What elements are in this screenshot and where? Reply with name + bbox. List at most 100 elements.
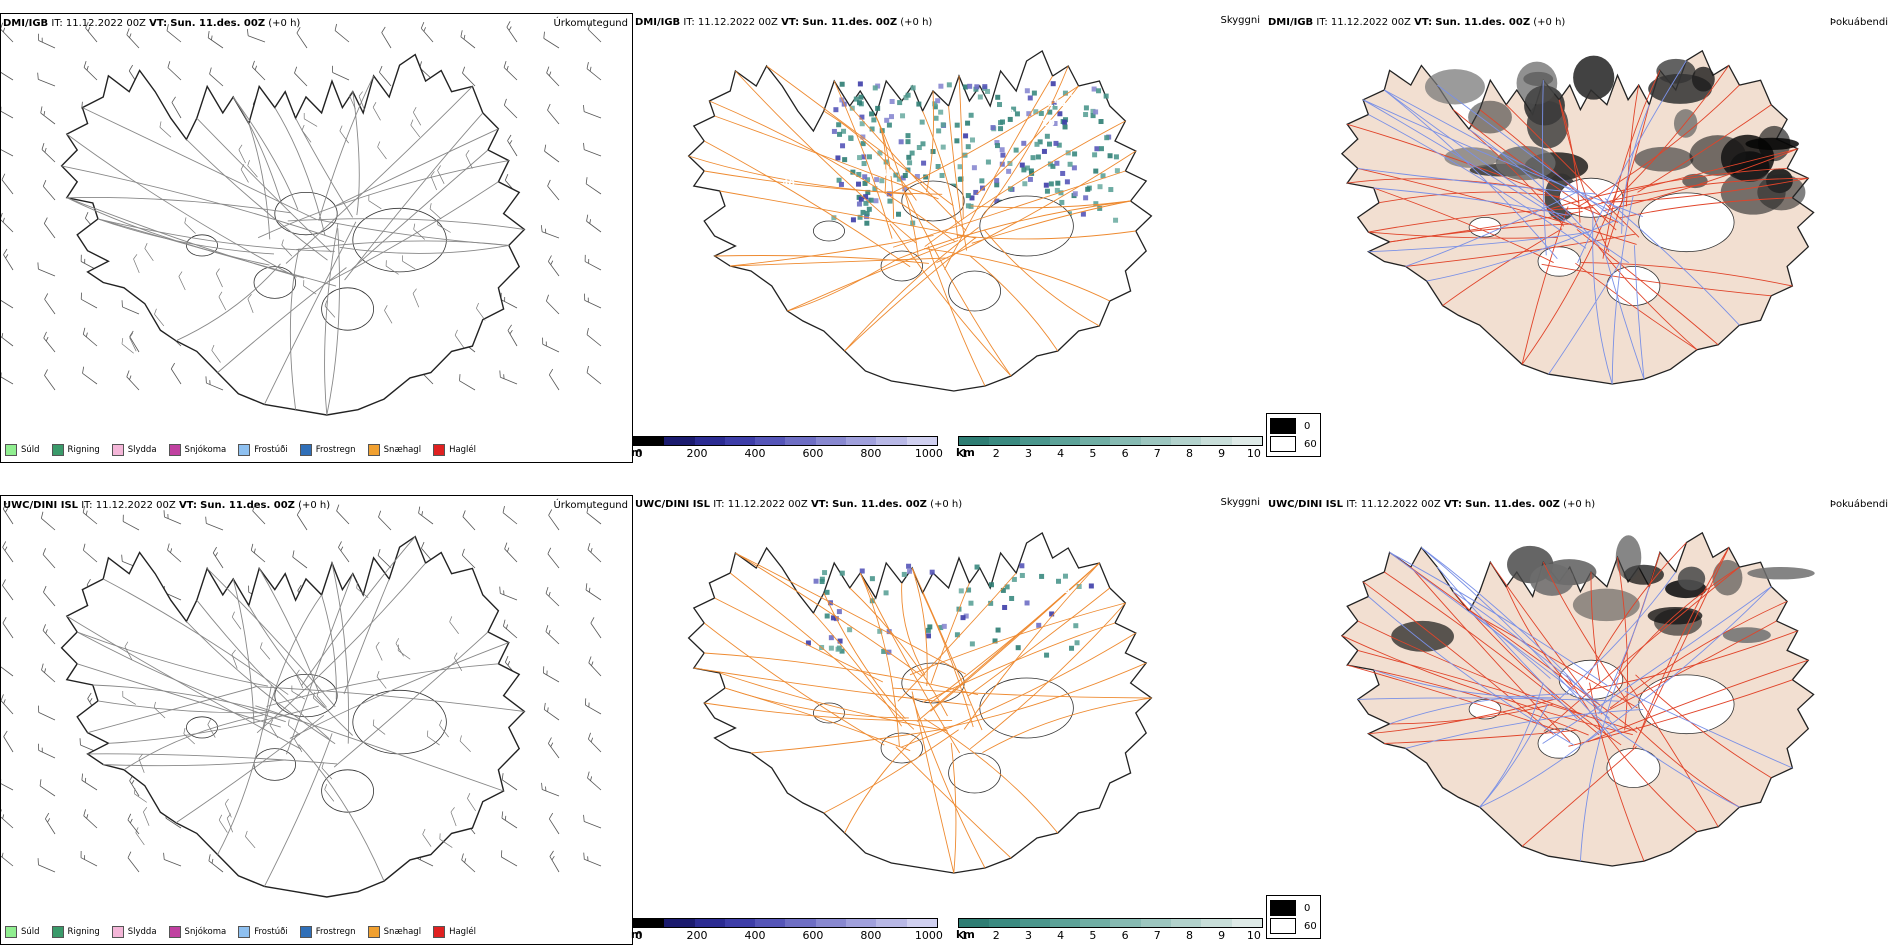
road-line <box>911 567 928 686</box>
wind-barb <box>584 698 602 715</box>
visibility-cell <box>831 128 837 134</box>
road-line <box>924 120 1126 247</box>
colorbar-segment <box>989 437 1020 445</box>
wind-barb <box>548 509 560 531</box>
road-line <box>1613 566 1740 684</box>
colorbar-segment <box>906 919 937 927</box>
wind-barb <box>546 66 560 87</box>
visibility-cell <box>858 94 864 100</box>
road-line <box>324 223 339 416</box>
glacier-outline <box>185 716 218 739</box>
visibility-cell <box>819 579 825 585</box>
wind-barb <box>503 60 518 81</box>
road-line <box>92 684 306 724</box>
wind-barb <box>44 293 56 315</box>
visibility-cell <box>847 627 853 633</box>
wind-barb <box>418 506 434 525</box>
visibility-cell <box>828 635 834 641</box>
colorbar-tick-label: 600 <box>802 929 824 942</box>
colorbar-segment <box>724 919 756 927</box>
wind-barb <box>167 543 182 563</box>
visibility-cell <box>940 144 946 150</box>
visibility-cell <box>974 564 980 570</box>
colorbar-tick-label: 0 <box>635 447 643 460</box>
visibility-cell <box>916 101 922 107</box>
visibility-cell <box>1046 141 1052 147</box>
colorbar-tick-label: 4 <box>1057 929 1065 942</box>
visibility-cell <box>1044 652 1050 658</box>
road-line <box>729 572 915 730</box>
road-line <box>286 573 354 755</box>
road-line <box>956 230 1136 240</box>
wind-barb <box>167 61 182 81</box>
wind-barb <box>42 179 56 201</box>
visibility-cell <box>1107 153 1113 159</box>
legend-swatch <box>111 926 124 938</box>
visibility-cell <box>836 177 842 183</box>
road-line <box>922 592 974 728</box>
wind-barb <box>476 302 486 321</box>
legend-swatch <box>299 444 312 456</box>
wind-barb <box>250 543 266 563</box>
wind-barb <box>543 31 560 49</box>
visibility-cell <box>1034 141 1040 147</box>
colorbar-segment <box>1080 437 1111 445</box>
road-line <box>1362 99 1643 218</box>
visibility-cell <box>1021 167 1027 173</box>
colorbar-segment <box>1049 437 1081 445</box>
visibility-cell <box>967 83 973 89</box>
wind-barb <box>252 504 266 525</box>
road-line <box>1368 596 1575 746</box>
road-line <box>967 587 1111 697</box>
road-line <box>730 235 934 267</box>
wind-barb <box>207 31 224 49</box>
iceland-map-wind-barbs <box>1 21 602 416</box>
visibility-cell <box>1047 109 1053 115</box>
road-line <box>982 697 1152 754</box>
colorbar-segment <box>694 437 725 445</box>
visibility-cell <box>869 576 875 582</box>
wind-barb <box>83 809 98 829</box>
road-line <box>1347 123 1619 223</box>
visibility-cell <box>977 94 983 100</box>
wind-barb <box>81 773 98 791</box>
visibility-cell <box>1026 111 1032 117</box>
visibility-cell <box>1090 113 1096 119</box>
precip-legend-item: Rigning <box>51 444 100 456</box>
visibility-cell <box>1027 176 1033 182</box>
fog-cell <box>1615 535 1642 580</box>
panel-precip-type-top: DMI/IGB IT: 11.12.2022 00Z VT: Sun. 11.d… <box>0 13 633 463</box>
wind-barb <box>467 793 476 812</box>
wind-barb <box>43 331 56 353</box>
wind-barb <box>368 194 382 210</box>
wind-barb <box>439 719 449 738</box>
wind-barb <box>546 294 560 315</box>
wind-barb <box>1 809 14 829</box>
visibility-cell <box>841 128 847 134</box>
visibility-cell <box>864 220 870 226</box>
visibility-cell <box>877 628 883 634</box>
visibility-cell <box>1043 182 1049 188</box>
road-line <box>186 139 328 261</box>
glacier-outline <box>979 195 1074 257</box>
visibility-cell <box>910 85 916 91</box>
visibility-cell <box>965 120 971 126</box>
road-line <box>926 90 935 193</box>
legend-label: Frostregn <box>315 445 356 455</box>
precip-legend-item: Snjókoma <box>168 444 226 456</box>
fog-key-label: 60 <box>1304 920 1317 932</box>
wind-barb <box>459 735 471 752</box>
road-line <box>714 597 884 683</box>
visibility-cell <box>938 625 944 631</box>
road-line <box>1579 677 1619 862</box>
visibility-cell <box>962 84 968 90</box>
road-line <box>703 140 911 268</box>
fog-cell <box>1677 566 1706 591</box>
wind-barb <box>144 243 154 262</box>
colorbar-tick-label: 600 <box>802 447 824 460</box>
colorbar-tick-label: 0 <box>635 929 643 942</box>
wind-barb <box>82 505 98 525</box>
visibility-cell <box>1057 111 1063 117</box>
visibility-cell <box>893 172 899 178</box>
wind-barb <box>41 663 56 683</box>
